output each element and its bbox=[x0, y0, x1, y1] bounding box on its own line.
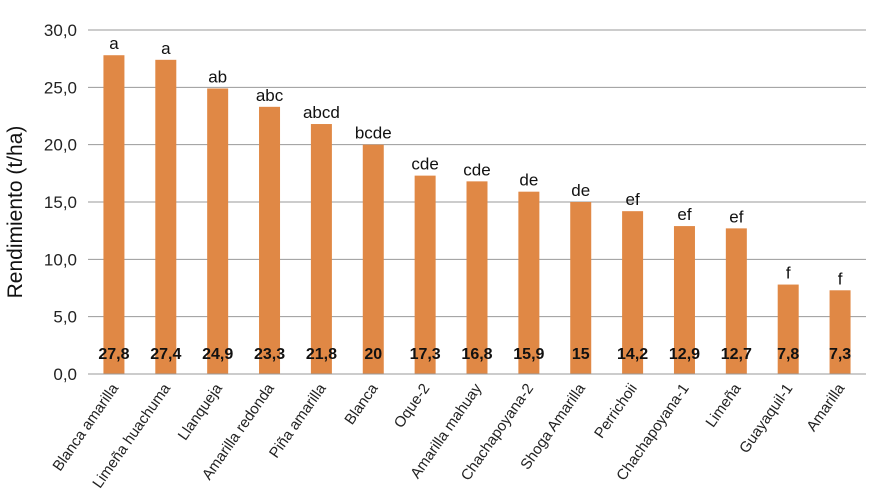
bar bbox=[310, 124, 332, 374]
y-tick-label: 20,0 bbox=[44, 136, 77, 155]
significance-letter: abcd bbox=[303, 103, 340, 122]
y-tick-label: 30,0 bbox=[44, 21, 77, 40]
significance-letter: a bbox=[161, 39, 171, 58]
value-label: 12,7 bbox=[721, 346, 752, 363]
significance-letter: cde bbox=[463, 160, 490, 179]
significance-letter: de bbox=[571, 181, 590, 200]
y-tick-label: 0,0 bbox=[53, 365, 77, 384]
significance-letter: ef bbox=[626, 190, 640, 209]
value-label: 23,3 bbox=[254, 346, 285, 363]
value-label: 24,9 bbox=[202, 346, 233, 363]
significance-letter: a bbox=[109, 34, 119, 53]
value-label: 14,2 bbox=[617, 346, 648, 363]
bar bbox=[622, 211, 644, 374]
significance-letter: de bbox=[519, 171, 538, 190]
value-label: 20 bbox=[364, 346, 382, 363]
value-label: 15 bbox=[572, 346, 590, 363]
x-tick-label: Oque-2 bbox=[391, 381, 434, 432]
significance-letter: cde bbox=[411, 155, 438, 174]
value-label: 7,8 bbox=[777, 346, 799, 363]
x-tick-label: Llanqueja bbox=[175, 380, 227, 444]
x-tick-label: Guayaquil-1 bbox=[736, 381, 796, 457]
value-label: 16,8 bbox=[461, 346, 492, 363]
y-tick-label: 15,0 bbox=[44, 193, 77, 212]
significance-letter: ab bbox=[208, 67, 227, 86]
bar bbox=[362, 144, 384, 374]
value-label: 15,9 bbox=[513, 346, 544, 363]
value-label: 27,4 bbox=[150, 346, 181, 363]
bar bbox=[466, 181, 488, 374]
x-tick-label: Limeña bbox=[702, 380, 745, 431]
significance-letter: f bbox=[786, 264, 791, 283]
value-label: 17,3 bbox=[410, 346, 441, 363]
value-label: 21,8 bbox=[306, 346, 337, 363]
y-axis-ticks: 0,0 5,0 10,0 15,0 20,0 25,0 30,0 bbox=[44, 21, 77, 384]
value-labels: 27,8 27,4 24,9 23,3 21,8 20 17,3 16,8 15,9 15 14,2… bbox=[98, 346, 851, 363]
bar bbox=[777, 284, 799, 374]
bar bbox=[829, 290, 851, 374]
bar bbox=[207, 88, 229, 374]
x-tick-label: Blanca bbox=[341, 380, 382, 428]
bar bbox=[155, 59, 177, 375]
significance-letter: ef bbox=[729, 207, 743, 226]
bar bbox=[414, 175, 436, 374]
value-label: 12,9 bbox=[669, 346, 700, 363]
bar bbox=[518, 191, 540, 374]
significance-letter: bcde bbox=[355, 124, 392, 143]
bar bbox=[725, 228, 747, 374]
y-tick-label: 25,0 bbox=[44, 78, 77, 97]
bar bbox=[259, 106, 281, 375]
y-tick-label: 10,0 bbox=[44, 250, 77, 269]
value-label: 7,3 bbox=[829, 346, 851, 363]
bar bbox=[673, 226, 695, 374]
y-tick-label: 5,0 bbox=[53, 308, 77, 327]
x-tick-label: Perrichoii bbox=[591, 381, 641, 442]
value-label: 27,8 bbox=[98, 346, 129, 363]
bars bbox=[103, 55, 851, 375]
bar bbox=[570, 202, 592, 374]
significance-letter: f bbox=[838, 269, 843, 288]
bar bbox=[103, 55, 125, 375]
significance-letter: ef bbox=[677, 205, 691, 224]
x-tick-label: Amarilla bbox=[803, 380, 848, 435]
significance-letter: abc bbox=[256, 86, 284, 105]
y-axis-label: Rendimiento (t/ha) bbox=[4, 126, 27, 299]
